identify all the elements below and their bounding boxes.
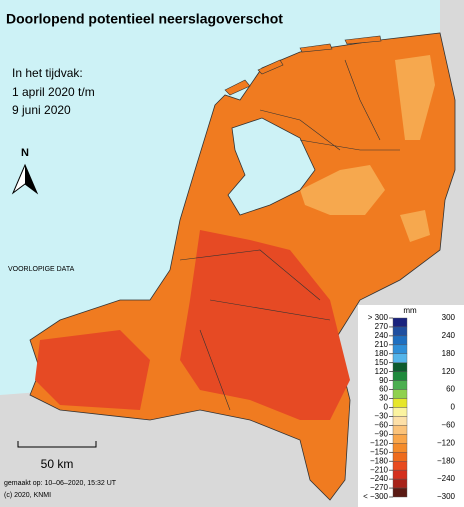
legend-label: 30 — [379, 394, 388, 403]
north-label: N — [21, 147, 29, 159]
legend-label: 270 — [375, 322, 389, 331]
legend-label: −270 — [370, 483, 389, 492]
wet-area — [400, 210, 430, 242]
province-borders — [179, 59, 400, 411]
legend: > 3002702402101801501209060300−30−60−90−… — [363, 313, 455, 501]
legend-unit: mm — [403, 306, 417, 315]
legend-label: −120 — [437, 438, 456, 447]
legend-label: −120 — [370, 438, 389, 447]
period-line: In het tijdvak: — [12, 66, 83, 80]
legend-swatch — [392, 452, 408, 462]
legend-label: 60 — [446, 385, 455, 394]
period-line: 9 juni 2020 — [12, 103, 71, 117]
legend-swatch — [392, 335, 408, 346]
legend-label: 150 — [375, 358, 389, 367]
ijsselmeer — [227, 117, 316, 216]
period-line: 1 april 2020 t/m — [12, 85, 95, 99]
legend-label: < −300 — [363, 492, 388, 501]
footer-line: gemaakt op: 10–06–2020, 15:32 UT — [4, 480, 117, 487]
legend-label: −210 — [370, 465, 389, 474]
scale-bar — [17, 441, 97, 448]
scale-label: 50 km — [41, 457, 74, 471]
wet-area — [300, 165, 385, 215]
legend-label: −150 — [370, 447, 389, 456]
legend-label: 90 — [379, 376, 388, 385]
legend-label: −240 — [370, 474, 389, 483]
legend-swatch — [392, 469, 408, 480]
legend-panel — [358, 305, 464, 507]
dry-area — [180, 230, 350, 420]
legend-label: 180 — [442, 349, 456, 358]
legend-swatch — [392, 434, 408, 444]
legend-swatch — [392, 478, 408, 489]
legend-swatch — [392, 487, 408, 498]
legend-label: 60 — [379, 385, 388, 394]
wet-area — [395, 55, 435, 140]
legend-swatch — [392, 353, 408, 363]
footer-line: (c) 2020, KNMI — [4, 492, 51, 499]
legend-label: −60 — [374, 421, 388, 430]
legend-swatch — [392, 344, 408, 355]
legend-swatch — [392, 371, 408, 381]
legend-label: 0 — [451, 403, 456, 412]
legend-swatch — [392, 317, 408, 328]
legend-label: 0 — [384, 403, 389, 412]
title: Doorlopend potentieel neerslagoverschot — [6, 11, 283, 27]
legend-swatch — [392, 443, 408, 453]
legend-label: 210 — [375, 340, 389, 349]
legend-label: −240 — [437, 474, 456, 483]
legend-swatch — [392, 461, 408, 471]
legend-swatch — [392, 407, 408, 417]
legend-swatch — [392, 389, 408, 399]
legend-swatch — [392, 416, 408, 426]
legend-label: −180 — [370, 456, 389, 465]
legend-label: > 300 — [368, 313, 389, 322]
legend-label: 240 — [442, 331, 456, 340]
legend-label: 120 — [375, 367, 389, 376]
legend-swatch — [392, 380, 408, 390]
legend-label: −30 — [374, 412, 388, 421]
watermark: VOORLOPIGE DATA — [8, 266, 75, 273]
legend-label: −180 — [437, 456, 456, 465]
legend-label: 240 — [375, 331, 389, 340]
legend-label: 300 — [442, 313, 456, 322]
legend-label: 120 — [442, 367, 456, 376]
legend-swatch — [392, 326, 408, 337]
legend-swatch — [392, 398, 408, 408]
legend-label: −60 — [441, 421, 455, 430]
dry-area — [35, 330, 150, 410]
legend-label: 180 — [375, 349, 389, 358]
legend-swatch — [392, 362, 408, 372]
north-arrow — [25, 165, 37, 193]
legend-label: −300 — [437, 492, 456, 501]
wadden-islands — [224, 35, 382, 96]
legend-swatch — [392, 425, 408, 435]
legend-label: −90 — [374, 429, 388, 438]
